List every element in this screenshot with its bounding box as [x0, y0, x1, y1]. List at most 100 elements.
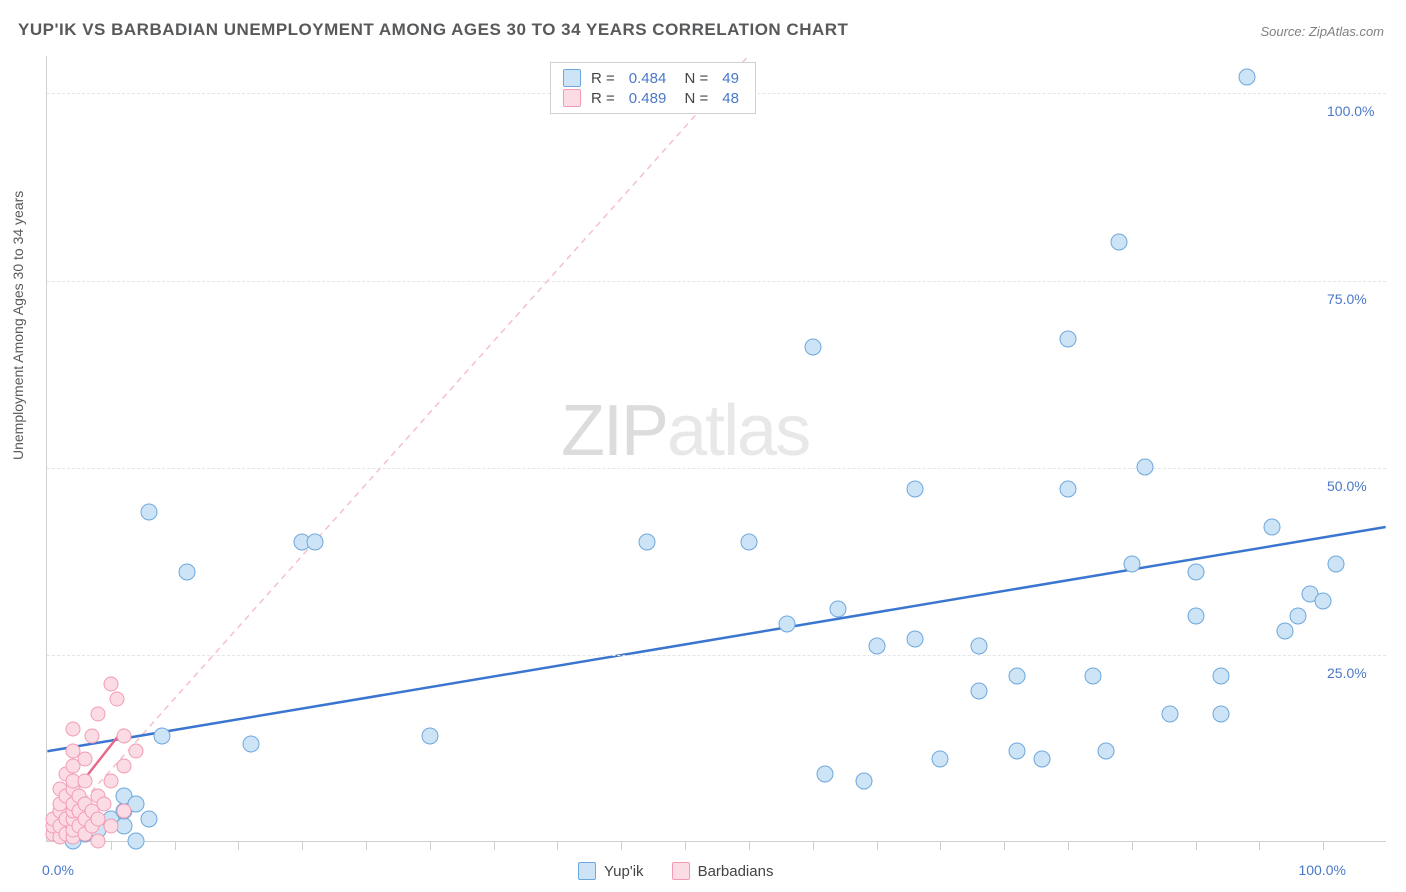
data-point [153, 728, 170, 745]
stats-legend: R = 0.484 N = 49 R = 0.489 N = 48 [550, 62, 756, 114]
plot-area: ZIPatlas 25.0%50.0%75.0%100.0% [46, 56, 1386, 842]
data-point [740, 533, 757, 550]
data-point [1136, 458, 1153, 475]
data-point [116, 759, 131, 774]
x-tick [1068, 842, 1069, 850]
data-point [243, 735, 260, 752]
data-point [84, 729, 99, 744]
data-point [1123, 556, 1140, 573]
data-point [1059, 331, 1076, 348]
x-tick [1132, 842, 1133, 850]
chart-title: YUP'IK VS BARBADIAN UNEMPLOYMENT AMONG A… [18, 20, 848, 40]
y-axis-label: Unemployment Among Ages 30 to 34 years [10, 191, 26, 460]
data-point [830, 600, 847, 617]
legend-n-label: N = [680, 90, 708, 107]
stats-legend-row: R = 0.489 N = 48 [563, 89, 743, 107]
data-point [103, 774, 118, 789]
data-point [1098, 743, 1115, 760]
x-axis-min-label: 0.0% [42, 862, 74, 878]
legend-r-label: R = [591, 70, 615, 87]
x-tick [813, 842, 814, 850]
data-point [116, 804, 131, 819]
data-point [779, 615, 796, 632]
legend-n-value: 48 [722, 90, 739, 107]
data-point [1008, 743, 1025, 760]
legend-swatch [563, 89, 581, 107]
y-tick-label: 25.0% [1327, 665, 1367, 681]
x-tick [877, 842, 878, 850]
data-point [1289, 608, 1306, 625]
x-tick [302, 842, 303, 850]
data-point [78, 751, 93, 766]
data-point [91, 706, 106, 721]
data-point [1162, 705, 1179, 722]
data-point [970, 683, 987, 700]
data-point [78, 774, 93, 789]
data-point [1008, 668, 1025, 685]
legend-r-value: 0.489 [629, 90, 667, 107]
data-point [1111, 234, 1128, 251]
x-tick [1259, 842, 1260, 850]
watermark-bold: ZIP [561, 391, 667, 471]
data-point [1327, 556, 1344, 573]
data-point [868, 638, 885, 655]
data-point [906, 630, 923, 647]
data-point [1085, 668, 1102, 685]
data-point [103, 676, 118, 691]
x-tick [1196, 842, 1197, 850]
x-tick [940, 842, 941, 850]
source-label: Source: ZipAtlas.com [1260, 24, 1384, 39]
x-tick [366, 842, 367, 850]
data-point [1276, 623, 1293, 640]
data-point [1213, 705, 1230, 722]
legend-r-label: R = [591, 90, 615, 107]
data-point [110, 691, 125, 706]
legend-r-value: 0.484 [629, 70, 667, 87]
x-tick [1004, 842, 1005, 850]
x-tick [494, 842, 495, 850]
series-legend-item: Barbadians [672, 862, 774, 880]
x-tick [557, 842, 558, 850]
legend-swatch [563, 69, 581, 87]
data-point [307, 533, 324, 550]
x-axis-max-label: 100.0% [1298, 862, 1345, 878]
data-point [1034, 750, 1051, 767]
x-tick [175, 842, 176, 850]
series-legend-item: Yup'ik [578, 862, 644, 880]
data-point [817, 765, 834, 782]
watermark: ZIPatlas [561, 390, 809, 472]
series-legend: Yup'ik Barbadians [578, 862, 773, 880]
gridline [47, 281, 1386, 282]
legend-n-label: N = [680, 70, 708, 87]
gridline [47, 655, 1386, 656]
legend-n-value: 49 [722, 70, 739, 87]
data-point [91, 834, 106, 849]
series-name: Yup'ik [604, 863, 644, 880]
watermark-light: atlas [667, 391, 809, 471]
data-point [141, 503, 158, 520]
data-point [804, 338, 821, 355]
data-point [638, 533, 655, 550]
stats-legend-row: R = 0.484 N = 49 [563, 69, 743, 87]
regression-layer [47, 56, 1386, 841]
legend-swatch [578, 862, 596, 880]
data-point [65, 721, 80, 736]
legend-swatch [672, 862, 690, 880]
x-tick [1323, 842, 1324, 850]
data-point [1187, 563, 1204, 580]
data-point [1264, 518, 1281, 535]
data-point [855, 773, 872, 790]
data-point [906, 481, 923, 498]
y-tick-label: 100.0% [1327, 103, 1374, 119]
data-point [970, 638, 987, 655]
series-name: Barbadians [698, 863, 774, 880]
data-point [1238, 69, 1255, 86]
data-point [141, 810, 158, 827]
x-tick [621, 842, 622, 850]
x-tick [238, 842, 239, 850]
data-point [932, 750, 949, 767]
data-point [128, 833, 145, 850]
gridline [47, 468, 1386, 469]
x-tick [685, 842, 686, 850]
data-point [1213, 668, 1230, 685]
